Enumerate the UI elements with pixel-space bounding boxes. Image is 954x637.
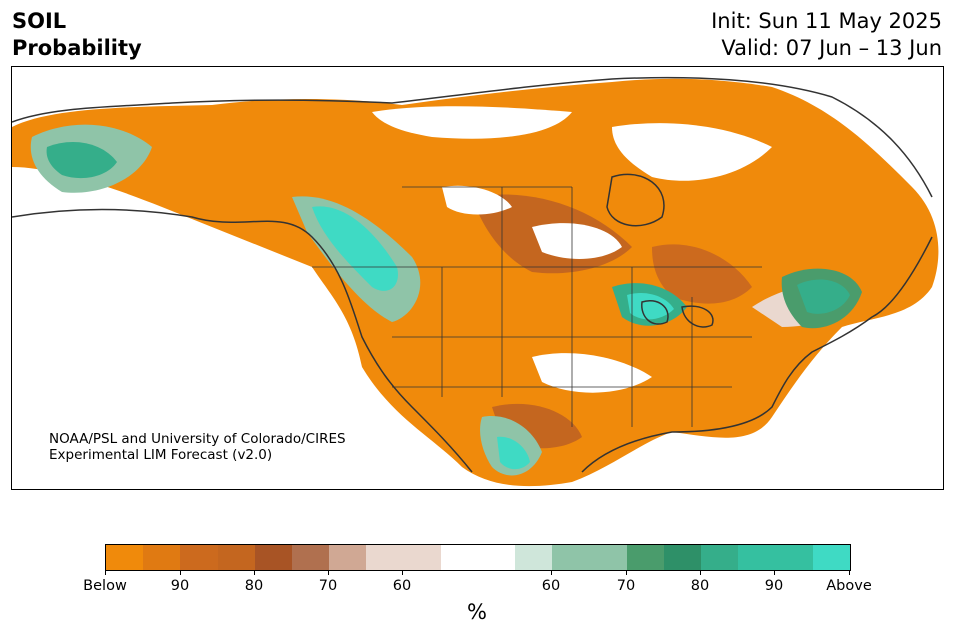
probability-field bbox=[12, 76, 939, 487]
colorbar-segment bbox=[663, 545, 701, 570]
above-normal-bc-core bbox=[312, 206, 398, 291]
colorbar-segment bbox=[701, 545, 739, 570]
colorbar-segment bbox=[552, 545, 590, 570]
credit-text: NOAA/PSL and University of Colorado/CIRE… bbox=[49, 431, 346, 463]
near-normal-region-3 bbox=[612, 123, 772, 181]
colorbar-tick-mark bbox=[849, 570, 850, 575]
colorbar-tick-mark bbox=[328, 570, 329, 575]
init-date: Init: Sun 11 May 2025 bbox=[711, 9, 942, 33]
below-mid-region-2 bbox=[652, 244, 752, 304]
colorbar-segment bbox=[775, 545, 813, 570]
colorbar-tick-mark bbox=[774, 570, 775, 575]
colorbar-tick-label: 70 bbox=[616, 578, 636, 594]
colorbar-segment bbox=[812, 545, 850, 570]
colorbar-tick-label: 60 bbox=[392, 578, 412, 594]
title-line-variable: SOIL bbox=[12, 9, 67, 33]
colorbar-segment bbox=[403, 545, 441, 570]
colorbar-tick-mark bbox=[551, 570, 552, 575]
colorbar-tick-label: 90 bbox=[764, 578, 784, 594]
colorbar-segment bbox=[106, 545, 144, 570]
colorbar-tick-label: 60 bbox=[541, 578, 561, 594]
colorbar-segment bbox=[254, 545, 292, 570]
above-normal-alaska-core bbox=[46, 142, 117, 179]
colorbar-tick-label: 80 bbox=[244, 578, 264, 594]
colorbar-tick-mark bbox=[626, 570, 627, 575]
colorbar-tick-label: 70 bbox=[318, 578, 338, 594]
colorbar-tick-label: Below bbox=[83, 578, 127, 594]
above-normal-great-lakes-core bbox=[627, 292, 674, 320]
above-normal-northeast-core bbox=[797, 279, 850, 314]
valid-range: Valid: 07 Jun – 13 Jun bbox=[721, 36, 942, 60]
colorbar-segment bbox=[329, 545, 367, 570]
colorbar-segment bbox=[143, 545, 181, 570]
forecast-map bbox=[11, 66, 944, 490]
below-normal-region bbox=[12, 78, 939, 487]
near-normal-region bbox=[532, 223, 622, 259]
map-title: SOIL Probability bbox=[12, 8, 142, 62]
near-normal-region-4 bbox=[532, 353, 652, 393]
colorbar-segment bbox=[477, 545, 516, 570]
probability-colorbar bbox=[105, 544, 851, 571]
colorbar-tick-mark bbox=[254, 570, 255, 575]
colorbar-tick-mark bbox=[402, 570, 403, 575]
colorbar-tick-label: 80 bbox=[690, 578, 710, 594]
colorbar-segment bbox=[738, 545, 776, 570]
colorbar-tick-label: 90 bbox=[170, 578, 190, 594]
state-borders bbox=[312, 186, 762, 427]
coastlines bbox=[12, 76, 933, 473]
colorbar-tick-mark bbox=[180, 570, 181, 575]
colorbar-segment bbox=[626, 545, 664, 570]
title-line-type: Probability bbox=[12, 36, 142, 60]
near-normal-region-2 bbox=[372, 106, 572, 139]
colorbar-segment bbox=[291, 545, 330, 570]
near-normal-region-6 bbox=[442, 185, 512, 215]
colorbar-segment bbox=[366, 545, 404, 570]
forecast-dates: Init: Sun 11 May 2025 Valid: 07 Jun – 13… bbox=[711, 8, 942, 62]
colorbar-tick-mark bbox=[700, 570, 701, 575]
colorbar-tick-label: Above bbox=[826, 578, 872, 594]
colorbar-segment bbox=[515, 545, 553, 570]
colorbar-tick-mark bbox=[105, 570, 106, 575]
colorbar-unit: % bbox=[467, 600, 487, 624]
colorbar-segment bbox=[217, 545, 255, 570]
above-normal-mexico-core bbox=[497, 436, 530, 470]
credit-line-1: NOAA/PSL and University of Colorado/CIRE… bbox=[49, 431, 346, 447]
colorbar-segment bbox=[589, 545, 627, 570]
credit-line-2: Experimental LIM Forecast (v2.0) bbox=[49, 447, 273, 463]
colorbar-segment bbox=[440, 545, 478, 570]
colorbar-segment bbox=[180, 545, 218, 570]
